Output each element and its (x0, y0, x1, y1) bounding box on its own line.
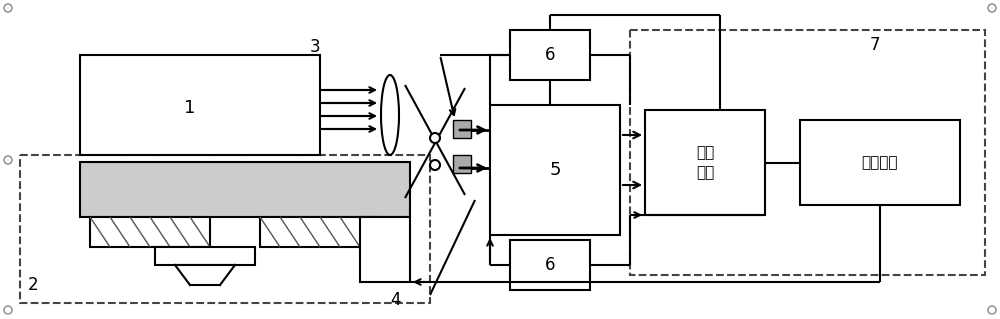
Circle shape (430, 133, 440, 143)
FancyBboxPatch shape (510, 30, 590, 80)
Text: 4: 4 (390, 291, 400, 309)
Text: 脉冲
计数: 脉冲 计数 (696, 145, 714, 181)
FancyBboxPatch shape (490, 105, 620, 235)
FancyBboxPatch shape (360, 217, 410, 282)
FancyBboxPatch shape (155, 247, 255, 265)
Text: 5: 5 (549, 161, 561, 179)
FancyBboxPatch shape (630, 30, 985, 275)
Circle shape (4, 4, 12, 12)
Ellipse shape (381, 75, 399, 155)
Circle shape (4, 306, 12, 314)
FancyBboxPatch shape (800, 120, 960, 205)
Text: 7: 7 (870, 36, 881, 54)
FancyBboxPatch shape (260, 217, 380, 247)
FancyBboxPatch shape (90, 217, 210, 247)
FancyBboxPatch shape (80, 162, 410, 217)
FancyBboxPatch shape (645, 110, 765, 215)
FancyBboxPatch shape (453, 155, 471, 173)
Circle shape (430, 160, 440, 170)
Polygon shape (175, 265, 235, 285)
Text: 运动控制: 运动控制 (862, 155, 898, 170)
Text: 6: 6 (545, 46, 555, 64)
Text: 1: 1 (184, 99, 196, 117)
Circle shape (988, 4, 996, 12)
Text: 6: 6 (545, 256, 555, 274)
FancyBboxPatch shape (510, 240, 590, 290)
Text: 2: 2 (28, 276, 39, 294)
FancyBboxPatch shape (453, 120, 471, 138)
Circle shape (988, 306, 996, 314)
FancyBboxPatch shape (20, 155, 430, 303)
Text: 3: 3 (310, 38, 321, 56)
Circle shape (4, 156, 12, 164)
FancyBboxPatch shape (80, 55, 320, 155)
